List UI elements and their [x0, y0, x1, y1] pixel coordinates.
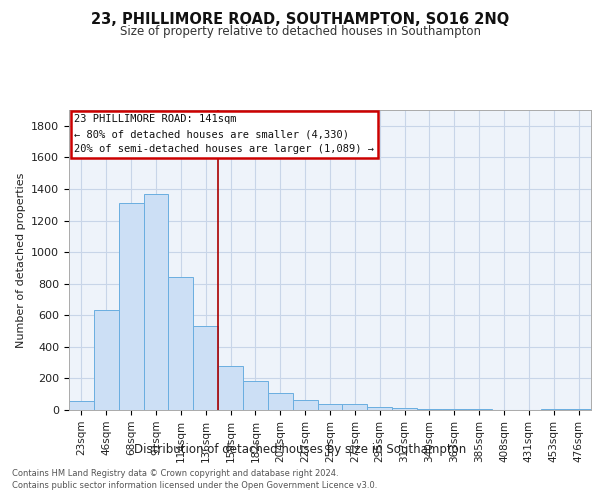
- Text: Distribution of detached houses by size in Southampton: Distribution of detached houses by size …: [134, 442, 466, 456]
- Bar: [268, 394, 293, 410]
- Bar: [467, 409, 491, 410]
- Bar: [94, 310, 119, 410]
- Bar: [119, 203, 143, 410]
- Bar: [243, 381, 268, 410]
- Bar: [392, 408, 417, 410]
- Y-axis label: Number of detached properties: Number of detached properties: [16, 172, 26, 348]
- Text: 23 PHILLIMORE ROAD: 141sqm
← 80% of detached houses are smaller (4,330)
20% of s: 23 PHILLIMORE ROAD: 141sqm ← 80% of deta…: [74, 114, 374, 154]
- Bar: [566, 408, 591, 410]
- Bar: [193, 326, 218, 410]
- Bar: [293, 400, 317, 410]
- Bar: [367, 406, 392, 410]
- Bar: [442, 409, 467, 410]
- Bar: [417, 409, 442, 410]
- Text: 23, PHILLIMORE ROAD, SOUTHAMPTON, SO16 2NQ: 23, PHILLIMORE ROAD, SOUTHAMPTON, SO16 2…: [91, 12, 509, 28]
- Bar: [317, 404, 343, 410]
- Bar: [541, 409, 566, 410]
- Bar: [143, 194, 169, 410]
- Text: Contains HM Land Registry data © Crown copyright and database right 2024.: Contains HM Land Registry data © Crown c…: [12, 468, 338, 477]
- Bar: [218, 366, 243, 410]
- Text: Contains public sector information licensed under the Open Government Licence v3: Contains public sector information licen…: [12, 481, 377, 490]
- Bar: [169, 276, 193, 410]
- Bar: [343, 404, 367, 410]
- Bar: [69, 402, 94, 410]
- Text: Size of property relative to detached houses in Southampton: Size of property relative to detached ho…: [119, 25, 481, 38]
